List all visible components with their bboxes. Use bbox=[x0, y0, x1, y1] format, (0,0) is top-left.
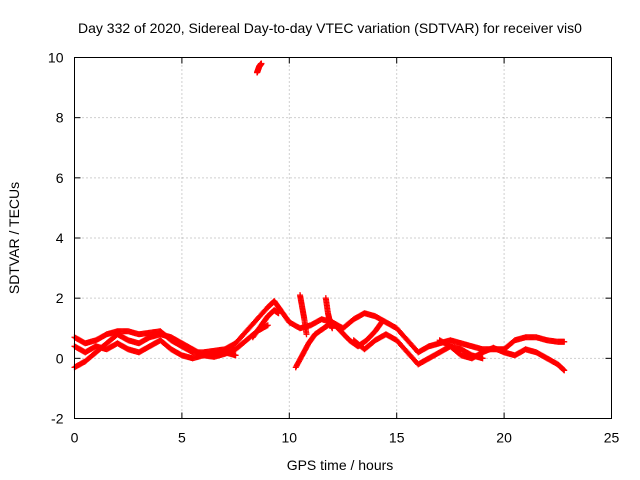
chart-title: Day 332 of 2020, Sidereal Day-to-day VTE… bbox=[78, 20, 582, 36]
x-tick-label: 25 bbox=[604, 430, 620, 446]
series-sat-j bbox=[254, 60, 265, 76]
x-axis-label: GPS time / hours bbox=[287, 457, 394, 473]
data-point bbox=[329, 325, 336, 332]
data-point bbox=[561, 367, 568, 374]
series-sat-c bbox=[71, 337, 239, 362]
y-tick-label: 8 bbox=[56, 110, 64, 126]
y-axis-label: SDTVAR / TECUs bbox=[6, 182, 22, 294]
x-tick-label: 15 bbox=[389, 430, 405, 446]
data-points bbox=[71, 60, 568, 374]
data-point bbox=[479, 355, 486, 362]
y-tick-label: 2 bbox=[56, 290, 64, 306]
data-point bbox=[303, 331, 310, 338]
data-point bbox=[378, 319, 385, 326]
series-sat-e bbox=[292, 319, 385, 371]
y-tick-label: 6 bbox=[56, 170, 64, 186]
data-point bbox=[561, 338, 568, 345]
data-point bbox=[232, 352, 239, 359]
tick-labels: 0 5 10 15 20 25 -2 0 2 4 6 8 10 bbox=[48, 50, 620, 446]
data-point bbox=[264, 322, 271, 329]
y-tick-label: 10 bbox=[48, 50, 64, 66]
y-tick-label: 4 bbox=[56, 230, 64, 246]
x-tick-label: 20 bbox=[496, 430, 512, 446]
y-tick-label: -2 bbox=[51, 411, 64, 427]
x-tick-label: 0 bbox=[71, 430, 79, 446]
data-point bbox=[258, 60, 265, 67]
grid-lines bbox=[74, 57, 612, 419]
axis-ticks bbox=[74, 57, 612, 419]
x-tick-label: 5 bbox=[178, 430, 186, 446]
series-sat-d bbox=[249, 307, 282, 341]
series-sat-g bbox=[322, 295, 336, 332]
x-tick-label: 10 bbox=[282, 430, 298, 446]
y-tick-label: 0 bbox=[56, 350, 64, 366]
series-sat-i bbox=[436, 337, 568, 374]
data-point bbox=[275, 310, 282, 317]
series-sat-f bbox=[297, 292, 310, 338]
